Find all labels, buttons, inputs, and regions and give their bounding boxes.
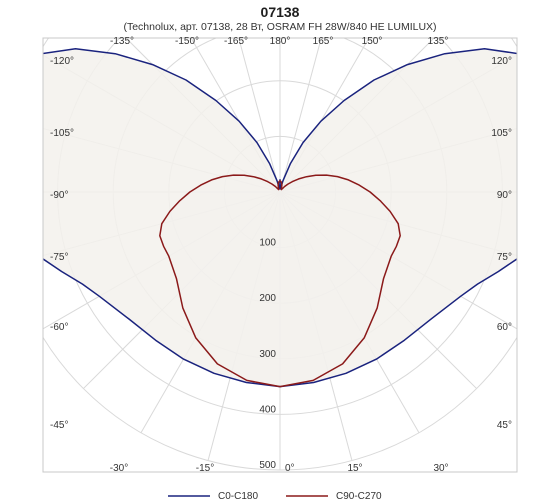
angle-tick-label: 120° (491, 56, 512, 67)
angle-tick-label: -105° (50, 128, 74, 139)
angle-tick-label: 15° (347, 463, 362, 474)
angle-tick-label: -90° (50, 190, 68, 201)
angle-tick-label: 45° (497, 420, 512, 431)
radial-tick-label: 500 (259, 460, 276, 471)
curve-c90-c270 (159, 174, 401, 388)
angle-tick-label: 30° (433, 463, 448, 474)
angle-tick-labels: -135° -150° -165° 180° 165° 150° 135° -120° 120°… (50, 36, 512, 474)
angle-tick-label: 165° (313, 36, 334, 47)
angle-tick-label: 90° (497, 190, 512, 201)
angle-tick-label: -60° (50, 322, 68, 333)
plot-frame (42, 37, 518, 473)
angle-tick-label: 150° (362, 36, 383, 47)
legend-label-c0-c180: C0-C180 (218, 491, 258, 502)
angle-tick-label: 60° (497, 322, 512, 333)
legend: C0-C180 C90-C270 (168, 491, 382, 502)
radial-tick-label: 300 (259, 349, 276, 360)
curve-c0-c180 (43, 48, 517, 388)
angle-tick-label: -30° (110, 463, 128, 474)
angle-tick-label: -75° (50, 252, 68, 263)
angle-tick-label: 0° (285, 463, 295, 474)
angle-tick-label: -45° (50, 420, 68, 431)
curve-c90-c270-fill (159, 175, 401, 387)
radial-tick-label: 400 (259, 404, 276, 415)
angle-tick-label: -120° (50, 56, 74, 67)
angle-tick-label: -150° (175, 36, 199, 47)
radial-tick-labels: 100 200 300 400 500 (259, 238, 276, 471)
angle-tick-label: -15° (196, 463, 214, 474)
radial-tick-label: 200 (259, 293, 276, 304)
angle-tick-label: 135° (428, 36, 449, 47)
angle-tick-label: -165° (224, 36, 248, 47)
radial-tick-label: 100 (259, 238, 276, 249)
grid-spoke (279, 38, 322, 193)
intensity-curves (43, 48, 517, 388)
chart-title: 07138 (260, 4, 300, 20)
angle-tick-label: 75° (497, 252, 512, 263)
grid-spoke (238, 38, 281, 193)
angle-tick-label: 105° (491, 128, 512, 139)
chart-subtitle: (Technolux, арт. 07138, 28 Вт, OSRAM FH … (123, 21, 437, 33)
angle-tick-label: -135° (110, 36, 134, 47)
angle-tick-label: 180° (270, 36, 291, 47)
legend-label-c90-c270: C90-C270 (336, 491, 382, 502)
